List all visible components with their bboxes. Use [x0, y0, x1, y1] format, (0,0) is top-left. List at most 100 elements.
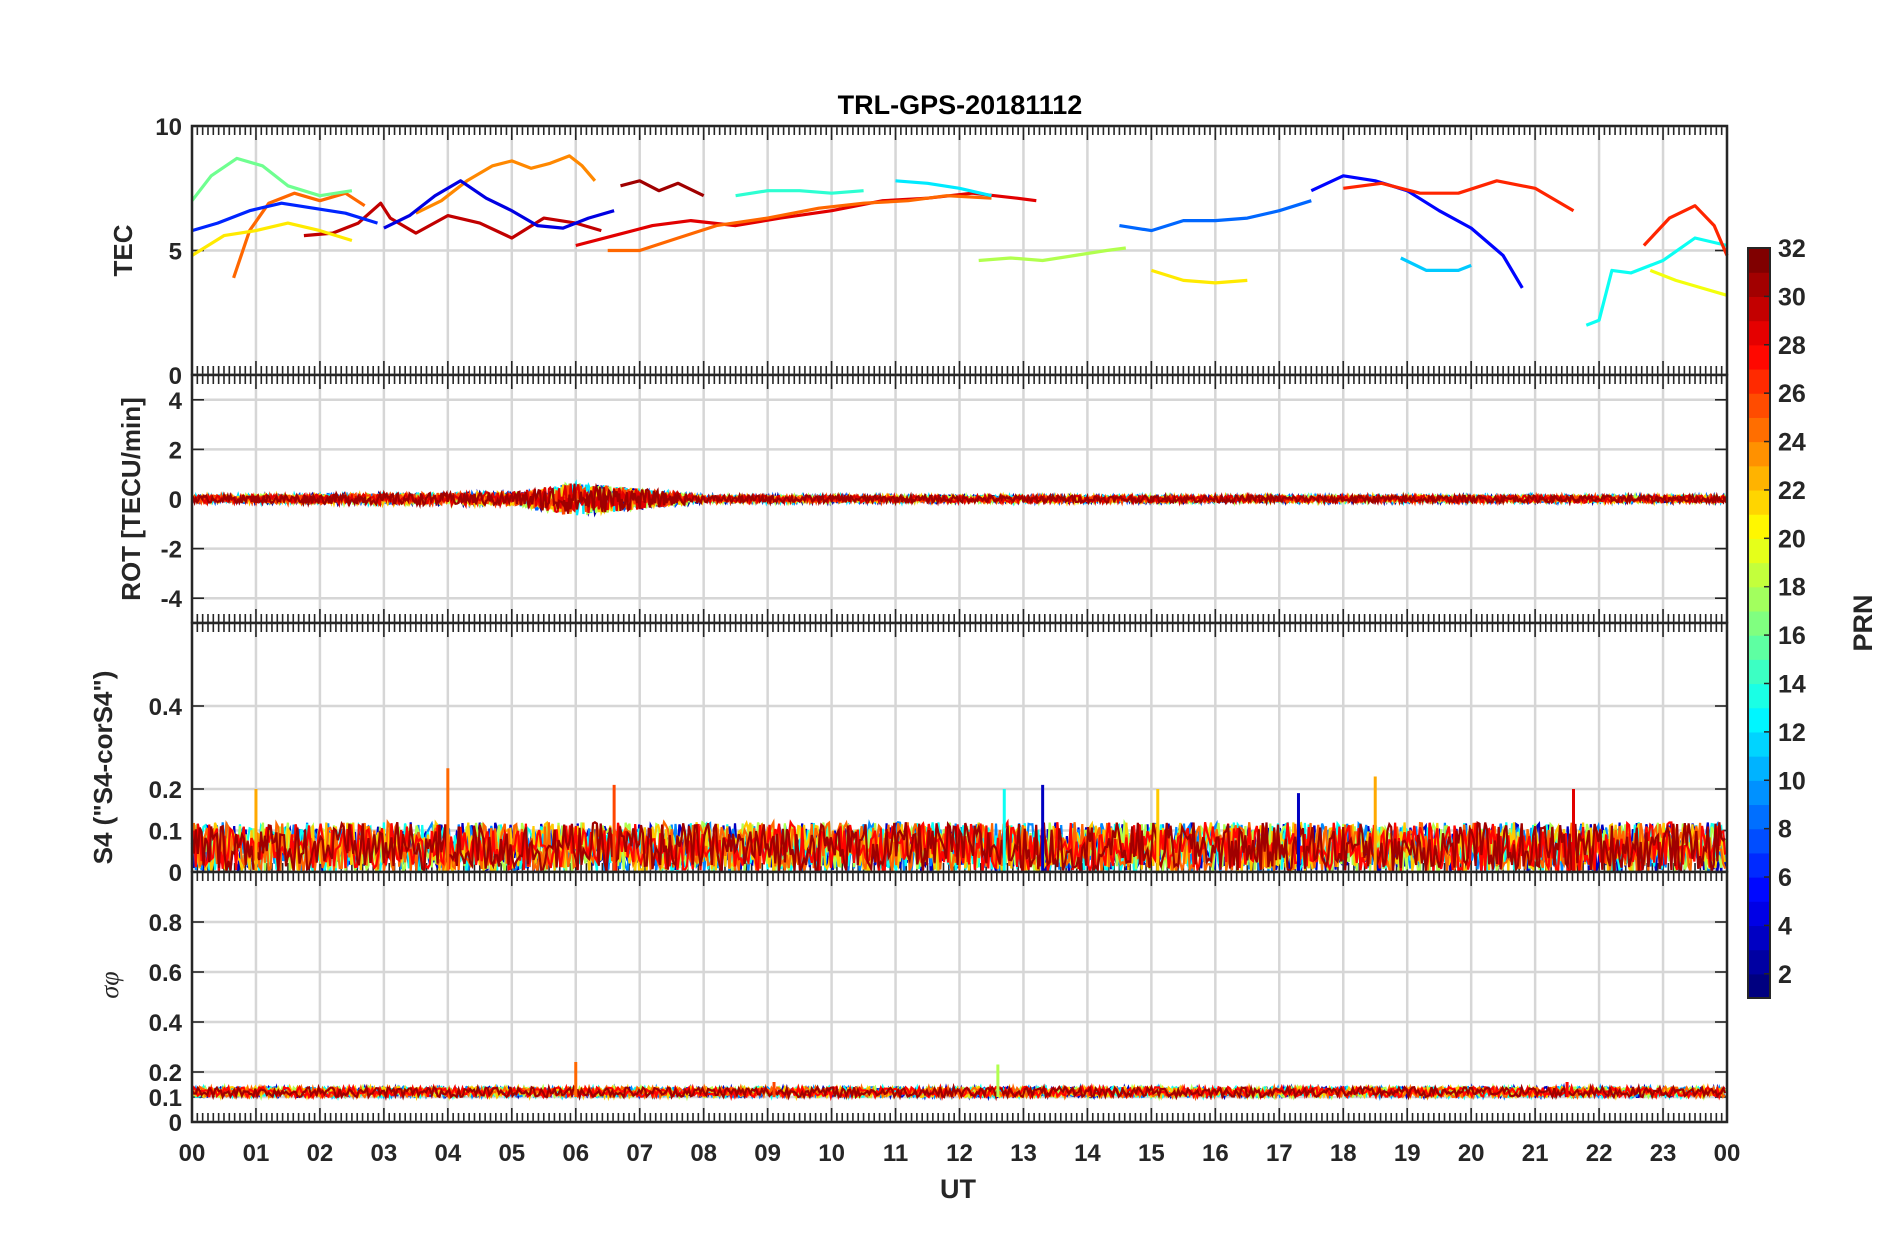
- colorbar-segment: [1748, 393, 1770, 418]
- colorbar-segment: [1748, 489, 1770, 515]
- sigma_phi-frame: [190, 870, 1729, 1124]
- colorbar-tick-label: 18: [1778, 574, 1806, 602]
- colorbar-tick-label: 24: [1778, 429, 1806, 457]
- colorbar-tick-label: 28: [1778, 332, 1806, 360]
- colorbar-segment: [1748, 925, 1770, 951]
- colorbar-tick-label: 4: [1778, 912, 1792, 940]
- tec-series-prn-27: [1642, 204, 1729, 257]
- colorbar-segment: [1748, 949, 1770, 975]
- colorbar-segment: [1748, 586, 1770, 612]
- colorbar-segment: [1748, 610, 1770, 636]
- x-tick-label: 00: [179, 1140, 206, 1167]
- colorbar-segment: [1748, 683, 1770, 709]
- x-tick-label: 13: [1010, 1140, 1037, 1167]
- colorbar-segment: [1748, 248, 1770, 273]
- y-tick-label: 4: [169, 388, 183, 415]
- colorbar-frame: [1747, 247, 1771, 999]
- colorbar-segment: [1748, 804, 1770, 830]
- y-tick-label: 0.2: [149, 1060, 182, 1087]
- y-tick-label: 10: [155, 114, 182, 141]
- tec-series-prn-13: [1585, 236, 1728, 327]
- x-tick-label: 14: [1074, 1140, 1101, 1167]
- colorbar-segment: [1748, 731, 1770, 757]
- colorbar-segment: [1748, 877, 1770, 902]
- colorbar-tick-label: 6: [1778, 864, 1792, 892]
- y-tick-label: 0.1: [149, 819, 182, 846]
- tec-series-prn-25: [607, 194, 992, 253]
- tec-series-prn-27: [1343, 179, 1575, 213]
- tec-panel: 0 5 10 TEC: [108, 114, 1729, 390]
- colorbar-segment: [1748, 756, 1770, 781]
- x-tick-label: 15: [1138, 1140, 1165, 1167]
- tec-series-prn-11: [1400, 256, 1472, 272]
- colorbar-tick-label: 10: [1778, 767, 1806, 795]
- colorbar-segment: [1748, 514, 1770, 539]
- x-tick-label: 22: [1586, 1140, 1613, 1167]
- x-tick-label: 05: [498, 1140, 525, 1167]
- y-tick-label: 0: [169, 363, 182, 390]
- colorbar-segment: [1748, 320, 1770, 346]
- colorbar-segment: [1748, 828, 1770, 854]
- rot-panel: -4 -2 0 2 4 ROT [TECU/min]: [116, 373, 1729, 625]
- y-tick-label: 0.4: [149, 1010, 183, 1037]
- x-tick-label: 10: [818, 1140, 845, 1167]
- tec-series-prn-21: [1150, 268, 1248, 285]
- x-tick-label: 00: [1714, 1140, 1741, 1167]
- tec-series-prn-12: [895, 179, 992, 198]
- colorbar-segment: [1748, 272, 1770, 297]
- x-tick-label: 03: [371, 1140, 398, 1167]
- x-tick-label: 11: [883, 1140, 908, 1167]
- y-tick-label: 0: [169, 860, 182, 887]
- chart-title: TRL-GPS-20181112: [838, 90, 1083, 120]
- tec-series-prn-30: [303, 201, 602, 240]
- colorbar-tick-label: 30: [1778, 283, 1806, 311]
- y-tick-label: 5: [169, 239, 182, 266]
- colorbar-segment: [1748, 659, 1770, 685]
- colorbar-segment: [1748, 852, 1770, 878]
- x-tick-label: 01: [243, 1140, 270, 1167]
- colorbar-segment: [1748, 441, 1770, 467]
- tec-series-prn-8: [1119, 199, 1312, 233]
- x-tick-label: 20: [1458, 1140, 1485, 1167]
- colorbar-segment: [1748, 344, 1770, 370]
- x-tick-labels: 00 01 02 03 04 05 06 07 08 09 10 11 12 13 14 15 16 17 18 19…: [179, 1140, 1741, 1167]
- s4-panel: 0 0.1 0.2 0.4 S4 ("S4-corS4"): [88, 621, 1729, 887]
- y-axis-label: S4 ("S4-corS4"): [88, 671, 118, 865]
- colorbar-segment: [1748, 707, 1770, 733]
- y-tick-label: -4: [161, 586, 183, 613]
- tec-series-prn-4: [383, 179, 615, 230]
- tec-series-prn-16: [190, 156, 353, 202]
- colorbar-segment: [1748, 417, 1770, 443]
- y-tick-label: 2: [169, 437, 182, 464]
- tec-series-prn-31: [620, 179, 705, 198]
- colorbar-tick-label: 8: [1778, 816, 1792, 844]
- colorbar-segment: [1748, 465, 1770, 491]
- y-tick-label: 0.8: [149, 910, 182, 937]
- colorbar-tick-label: 16: [1778, 622, 1806, 650]
- tec-series-prn-20: [1649, 268, 1728, 297]
- x-tick-label: 06: [562, 1140, 589, 1167]
- colorbar-segment: [1748, 368, 1770, 394]
- colorbar-tick-label: 26: [1778, 380, 1806, 408]
- y-tick-label: 0: [169, 487, 182, 514]
- x-tick-label: 04: [434, 1140, 461, 1167]
- colorbar-tick-label: 2: [1778, 961, 1792, 989]
- x-tick-label: 12: [946, 1140, 973, 1167]
- y-tick-label: 0: [169, 1110, 182, 1137]
- x-tick-label: 17: [1266, 1140, 1293, 1167]
- colorbar-label: PRN: [1848, 594, 1878, 651]
- colorbar-segment: [1748, 901, 1770, 927]
- colorbar-segment: [1748, 973, 1770, 999]
- colorbar-segment: [1748, 635, 1770, 660]
- x-axis-label: UT: [940, 1174, 976, 1204]
- colorbar-tick-label: 14: [1778, 670, 1806, 698]
- x-tick-label: 21: [1522, 1140, 1549, 1167]
- tec-series-prn-6: [191, 201, 378, 233]
- tec-series-prn-18: [978, 246, 1127, 263]
- colorbar-segment: [1748, 562, 1770, 588]
- x-tick-label: 07: [626, 1140, 653, 1167]
- x-tick-label: 18: [1330, 1140, 1357, 1167]
- colorbar-tick-label: 32: [1778, 235, 1806, 263]
